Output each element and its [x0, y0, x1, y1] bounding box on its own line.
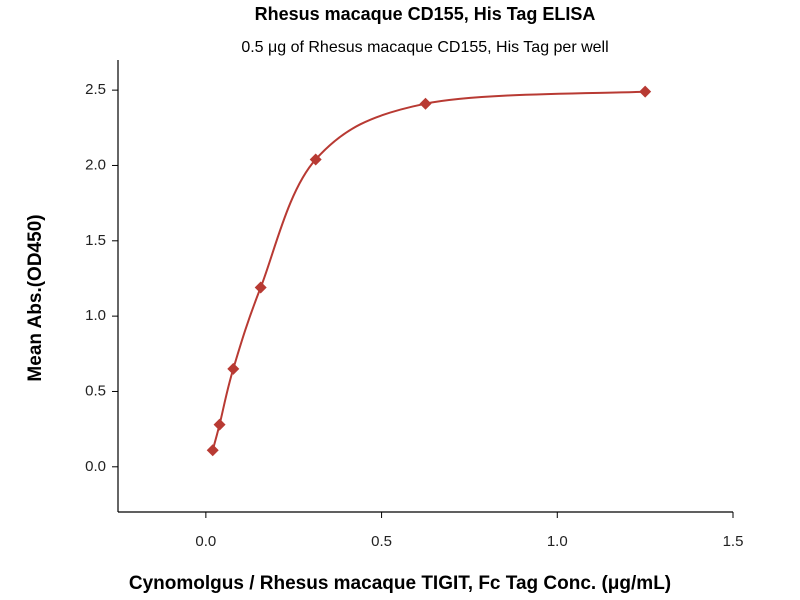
- data-point: [309, 153, 322, 166]
- y-axis-title: Mean Abs.(OD450): [25, 214, 46, 381]
- data-point: [639, 85, 652, 98]
- y-tick-label: 2.5: [85, 81, 106, 98]
- x-tick-label: 0.5: [371, 533, 392, 550]
- data-point: [227, 362, 240, 375]
- data-point: [213, 418, 226, 431]
- data-point: [419, 97, 432, 110]
- chart-title: Rhesus macaque CD155, His Tag ELISA: [255, 4, 596, 24]
- x-tick-label: 1.5: [723, 533, 744, 550]
- x-tick-label: 0.0: [195, 533, 216, 550]
- x-tick-label: 1.0: [547, 533, 568, 550]
- data-point: [254, 281, 267, 294]
- fit-curve: [211, 90, 646, 451]
- x-axis-title: Cynomolgus / Rhesus macaque TIGIT, Fc Ta…: [129, 573, 671, 594]
- y-tick-label: 0.5: [85, 382, 106, 399]
- y-tick-label: 1.5: [85, 232, 106, 249]
- data-point: [206, 444, 219, 457]
- chart-subtitle: 0.5 μg of Rhesus macaque CD155, His Tag …: [241, 39, 608, 56]
- y-tick-label: 2.0: [85, 156, 106, 173]
- y-tick-label: 1.0: [85, 307, 106, 324]
- y-tick-label: 0.0: [85, 458, 106, 475]
